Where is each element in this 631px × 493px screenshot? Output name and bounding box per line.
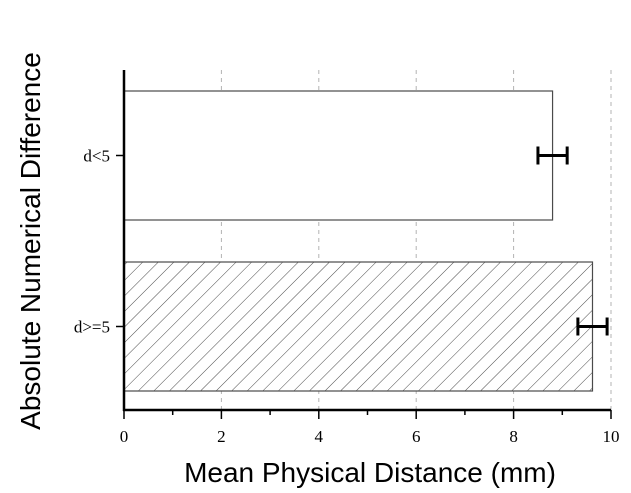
y-tick-label: d<5: [83, 147, 110, 166]
x-tick-label: 0: [120, 427, 129, 446]
bars: [123, 90, 594, 392]
error-bar: [536, 146, 569, 165]
error-bar: [576, 317, 609, 336]
y-axis-title: Absolute Numerical Difference: [15, 52, 46, 430]
y-ticks: d<5 d>=5: [74, 147, 124, 337]
x-tick-label: 2: [217, 427, 226, 446]
x-tick-label: 8: [509, 427, 518, 446]
bar: [123, 261, 594, 392]
x-tick-label: 6: [412, 427, 421, 446]
error-bars: [536, 146, 609, 336]
x-tick-label: 4: [315, 427, 324, 446]
x-tick-label: 10: [603, 427, 620, 446]
bar: [123, 90, 554, 221]
y-tick-label: d>=5: [74, 318, 110, 337]
x-ticks: 0 2 4 6 8 10: [120, 410, 620, 446]
x-axis-title: Mean Physical Distance (mm): [184, 457, 556, 488]
